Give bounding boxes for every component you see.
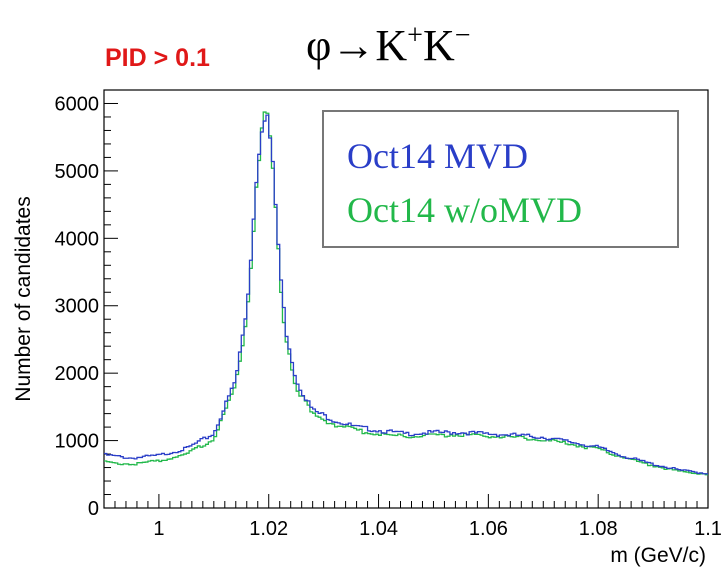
- legend: Oct14 MVD Oct14 w/oMVD: [322, 110, 679, 248]
- y-tick-label: 1000: [55, 431, 100, 453]
- x-axis-title: m (GeV/c): [610, 544, 706, 567]
- series-line-oct14-mvd: [104, 114, 708, 475]
- pid-label: PID > 0.1: [105, 44, 210, 72]
- x-tick-label: 1.1: [694, 518, 722, 540]
- y-axis-title: Number of candidates: [12, 196, 35, 401]
- x-tick-label: 1.04: [359, 518, 398, 540]
- legend-entry-oct14-mvd: Oct14 MVD: [347, 136, 528, 176]
- chart-title-main: φ→K: [306, 21, 407, 70]
- x-tick-label: 1: [153, 518, 164, 540]
- y-tick-label: 0: [88, 498, 99, 520]
- y-tick-label: 3000: [55, 296, 100, 318]
- y-tick-label: 5000: [55, 161, 100, 183]
- chart-title-sup-plus: +: [407, 20, 423, 51]
- legend-entry-oct14-womvd: Oct14 w/oMVD: [347, 190, 582, 230]
- chart-title-mid: K: [423, 21, 455, 70]
- y-tick-label: 4000: [55, 228, 100, 250]
- y-tick-label: 6000: [55, 93, 100, 115]
- chart-title: φ→K+K−: [306, 20, 471, 70]
- series-line-oct14-womvd: [104, 111, 708, 476]
- x-tick-label: 1.06: [469, 518, 508, 540]
- y-tick-label: 2000: [55, 363, 100, 385]
- chart-title-sup-minus: −: [455, 20, 471, 51]
- x-axis: 1 1.02 1.04 1.06 1.08 1.1: [103, 494, 722, 540]
- x-tick-label: 1.08: [579, 518, 618, 540]
- plot-frame: [103, 89, 709, 509]
- x-tick-label: 1.02: [249, 518, 288, 540]
- y-axis: 0 1000 2000 3000 4000 5000 6000: [55, 89, 118, 520]
- legend-box: [322, 110, 679, 248]
